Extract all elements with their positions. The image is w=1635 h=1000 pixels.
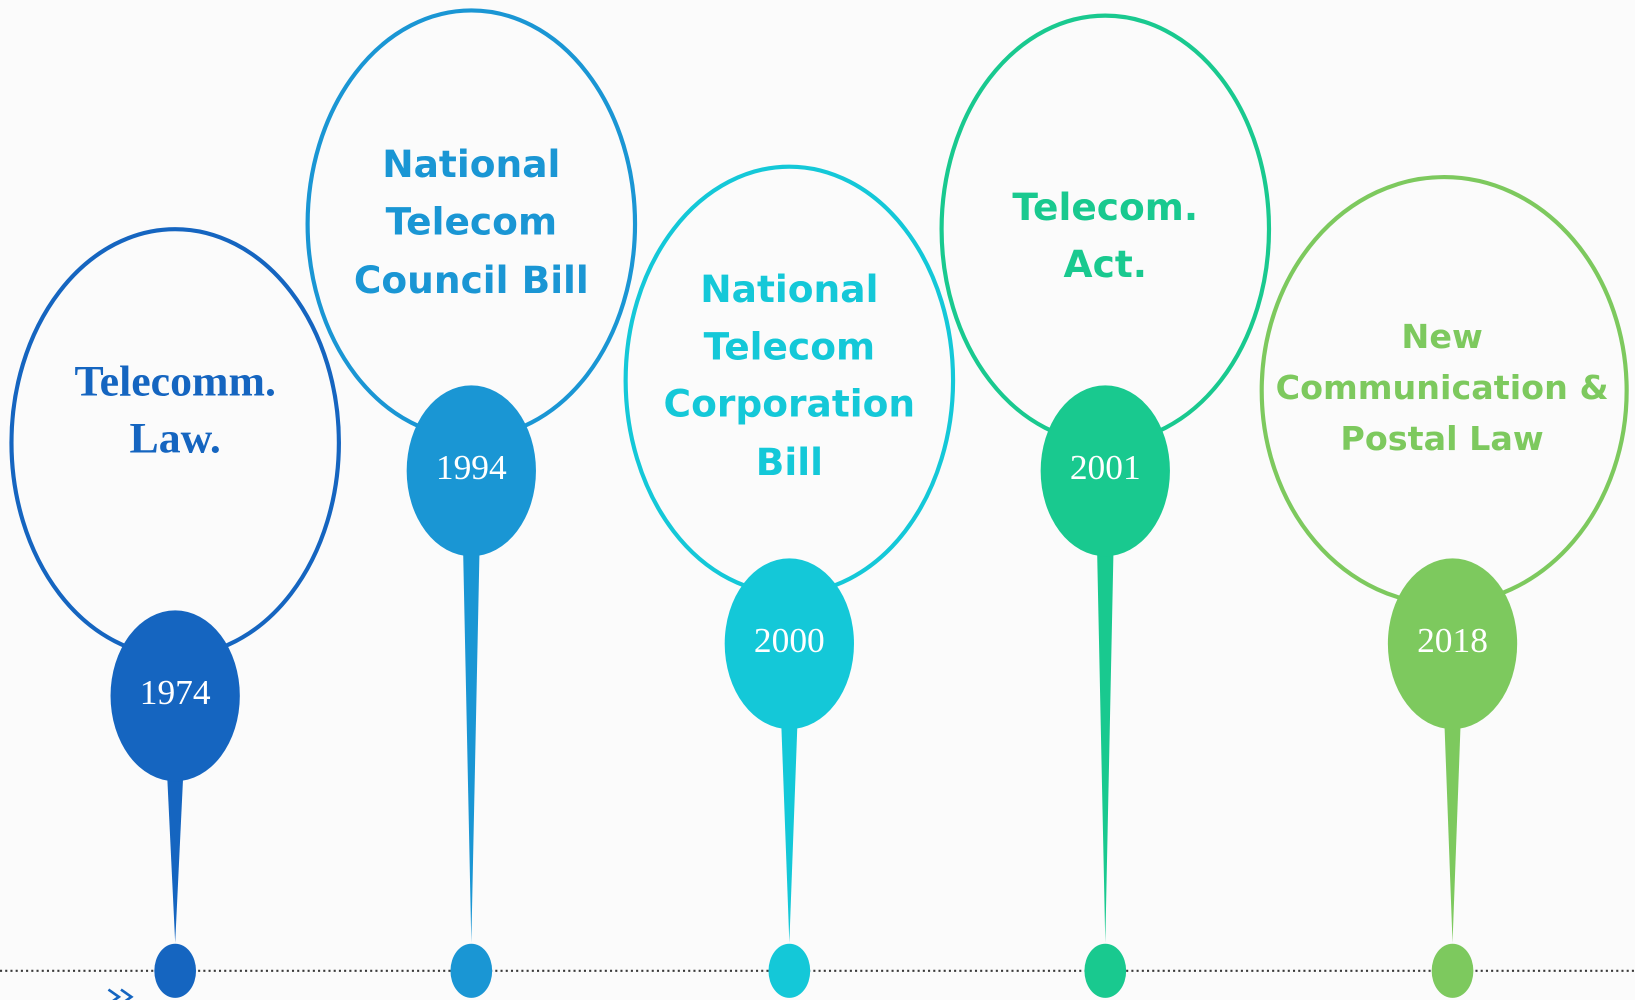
event-bubble [939,13,1272,445]
timeline-dot [450,943,493,998]
event-label: Council Bill [354,258,589,302]
event-label: Communication & [1276,368,1609,407]
event-label: National [700,267,878,311]
event-label: Telecomm. [74,357,275,405]
event-stem [1444,716,1461,943]
year-circle [1040,385,1170,557]
event-year: 1974 [140,672,211,712]
year-circle [724,558,854,730]
event-label: Corporation [664,382,916,426]
event-stem [781,716,798,943]
event-stem [1096,543,1114,943]
event-year: 1994 [436,447,507,487]
event-label: New [1401,317,1482,356]
event-label: National [382,142,560,186]
event-stem [166,768,184,943]
year-circle [1387,558,1518,730]
event-bubble [623,164,956,596]
year-circle [110,610,240,782]
event-label: Telecom [704,324,875,368]
event-year: 2000 [754,620,825,660]
event-label: Postal Law [1340,419,1543,458]
event-label: Telecom [386,199,557,243]
decor-icon [107,988,134,1000]
event-label: Law. [130,415,221,463]
timeline-dot [768,943,811,998]
timeline-dot [1431,943,1474,998]
event-label: Act. [1064,242,1147,286]
event-label: Bill [756,440,823,484]
event-year: 2018 [1417,620,1488,660]
timeline-dot [154,943,197,998]
event-label: Telecom. [1012,185,1198,229]
timeline-dot [1084,943,1127,998]
event-year: 2001 [1070,447,1141,487]
event-stem [462,543,480,943]
year-circle [406,385,536,557]
